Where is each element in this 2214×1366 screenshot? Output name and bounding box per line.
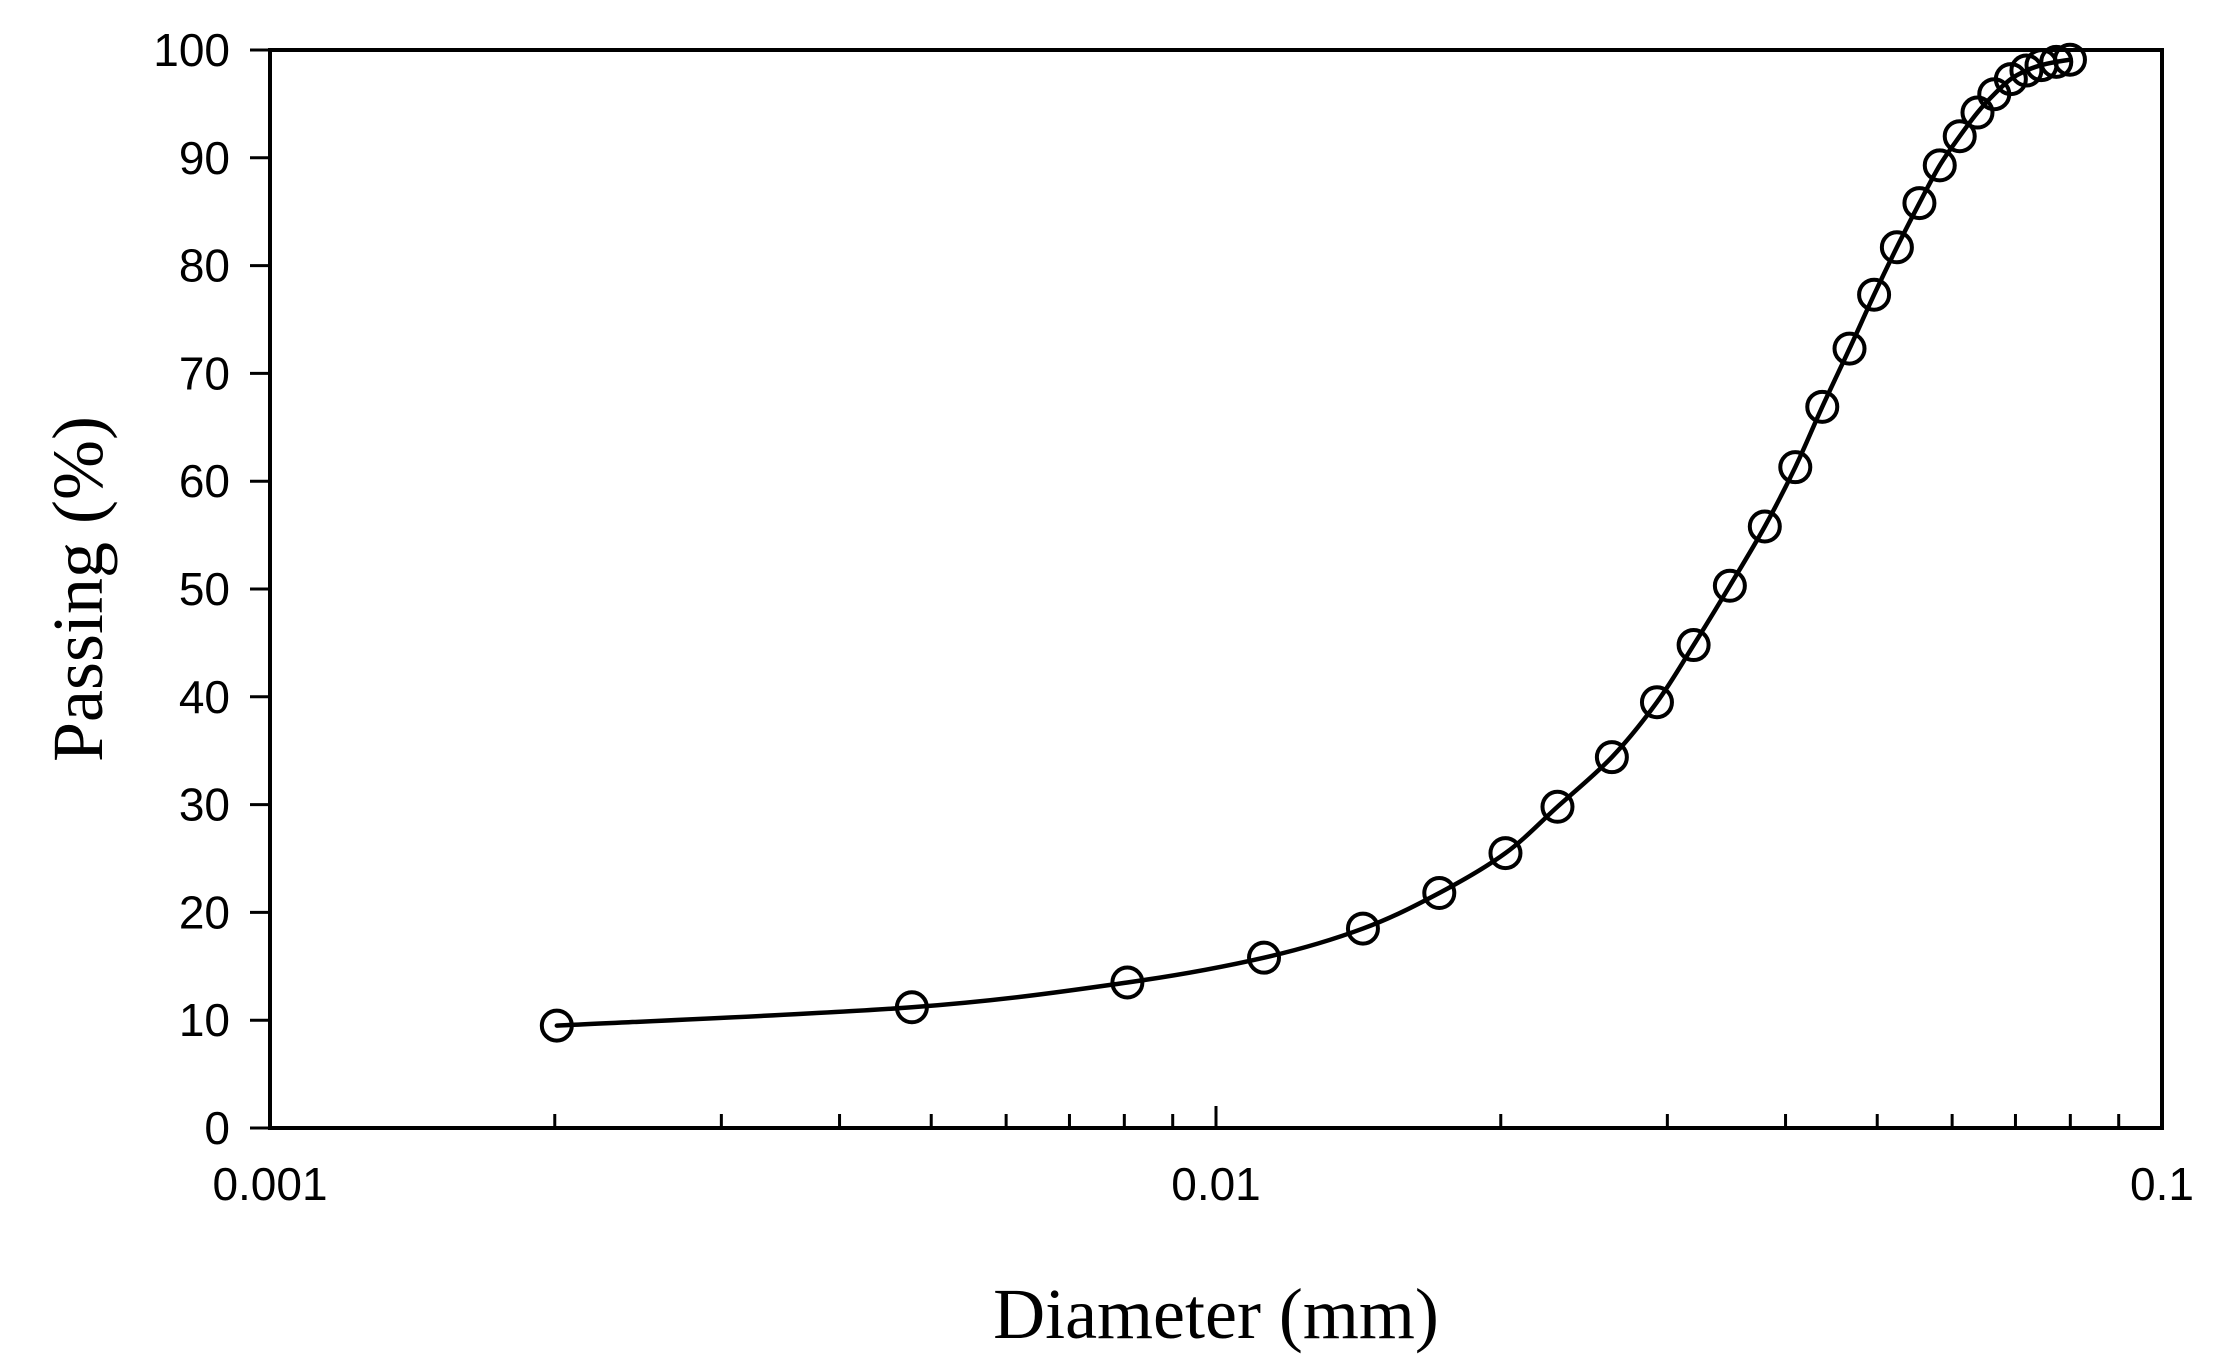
y-tick-label: 20 [179,886,230,938]
x-axis-title: Diameter (mm) [993,1274,1439,1354]
x-tick-label: 0.1 [2130,1158,2194,1210]
data-point-marker [1832,331,1867,366]
series-curve [554,57,2073,1028]
x-tick-label: 0.001 [212,1158,327,1210]
y-tick-label: 50 [179,563,230,615]
y-tick-label: 90 [179,132,230,184]
data-point-marker [2052,42,2087,77]
data-point-marker [1488,836,1523,871]
data-point-marker [1676,628,1711,663]
data-point-marker [1778,450,1813,485]
data-point-marker [1857,277,1892,312]
data-point-marker [1110,965,1145,1000]
data-point-marker [539,1008,574,1043]
data-point-marker [2039,44,2074,79]
series-markers [539,42,2087,1043]
data-point-marker [1805,389,1840,424]
y-tick-label: 10 [179,994,230,1046]
data-point-marker [1747,509,1782,544]
y-axis-ticks: 0 10 20 30 40 50 60 70 80 90 100 [153,24,270,1154]
y-tick-label: 80 [179,240,230,292]
y-tick-label: 40 [179,671,230,723]
x-tick-label: 0.01 [1171,1158,1261,1210]
y-tick-label: 0 [204,1102,230,1154]
y-tick-label: 30 [179,779,230,831]
x-axis-ticks: 0.001 0.01 0.1 [212,1106,2194,1210]
data-point-marker [1942,119,1977,154]
data-point-marker [1345,911,1380,946]
data-point-marker [1540,789,1575,824]
data-point-marker [1960,95,1995,130]
data-point-marker [2009,53,2044,88]
data-point-marker [1922,148,1957,183]
y-axis-title: Passing (%) [38,416,118,762]
data-point-marker [1639,685,1674,720]
data-point-marker [894,990,929,1025]
y-tick-label: 60 [179,455,230,507]
data-point-marker [1594,740,1629,775]
data-point-marker [1247,940,1282,975]
data-point-marker [1712,568,1747,603]
y-tick-label: 100 [153,24,230,76]
data-point-marker [1902,186,1937,221]
y-tick-label: 70 [179,347,230,399]
data-point-marker [1422,875,1457,910]
data-point-marker [1879,230,1914,265]
